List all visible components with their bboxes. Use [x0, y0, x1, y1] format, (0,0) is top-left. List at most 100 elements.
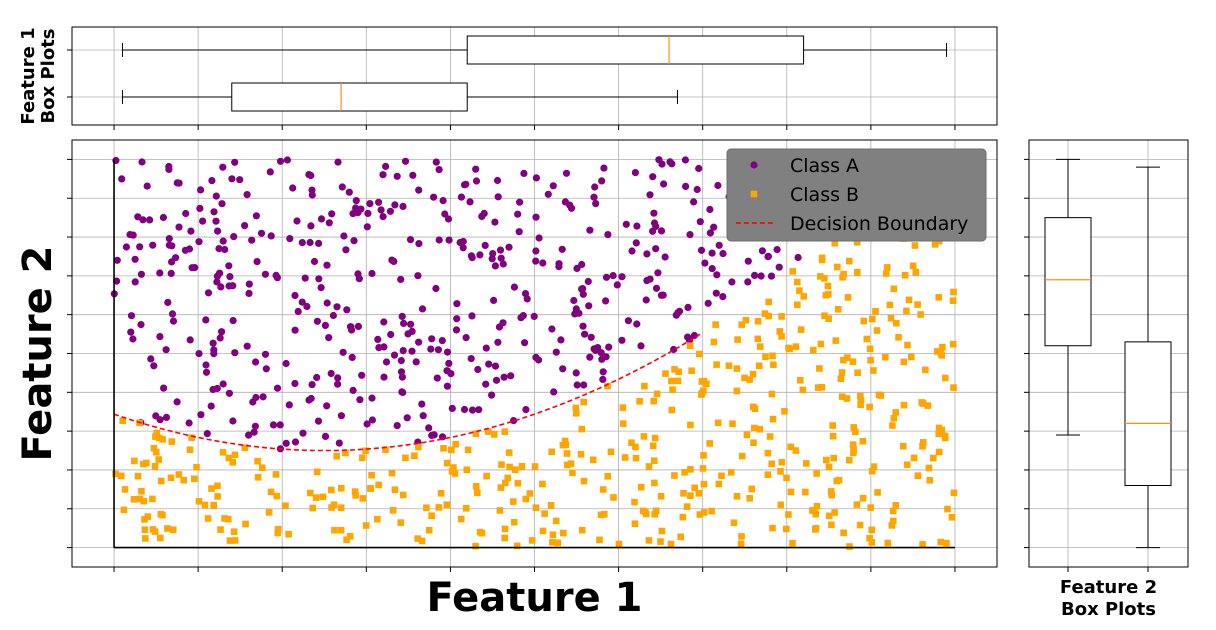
point-class-b [840, 356, 847, 364]
point-class-b [134, 472, 142, 480]
point-class-a [399, 347, 407, 355]
point-class-b [589, 456, 597, 464]
point-class-a [613, 281, 621, 289]
point-class-a [340, 232, 348, 240]
point-class-a [282, 359, 290, 368]
point-class-a [408, 347, 416, 355]
point-class-a [744, 257, 752, 265]
point-class-b [274, 525, 282, 533]
point-class-b [922, 366, 929, 374]
point-class-a [282, 439, 290, 447]
point-class-b [785, 511, 792, 518]
point-class-b [868, 539, 876, 546]
point-class-a [539, 259, 547, 267]
point-class-a [399, 202, 407, 210]
point-class-b [131, 457, 138, 465]
point-class-a [350, 237, 358, 245]
point-class-a [535, 234, 543, 242]
point-class-a [129, 335, 137, 343]
point-class-a [489, 250, 497, 258]
point-class-b [748, 485, 755, 493]
point-class-a [339, 348, 347, 356]
point-class-b [762, 353, 769, 361]
point-class-b [651, 457, 658, 464]
point-class-a [306, 238, 314, 247]
point-class-b [938, 426, 946, 434]
point-class-a [584, 277, 592, 286]
point-class-b [818, 254, 826, 262]
point-class-a [443, 382, 451, 390]
point-class-b [282, 502, 289, 509]
point-class-b [573, 410, 580, 417]
point-class-b [604, 382, 611, 390]
point-class-b [777, 501, 785, 509]
point-class-b [920, 439, 927, 446]
point-class-a [415, 186, 423, 194]
point-class-a [226, 273, 234, 281]
point-class-a [476, 251, 484, 259]
y-axis-label: Feature 2 [15, 245, 61, 461]
point-class-b [472, 430, 480, 437]
point-class-a [397, 275, 405, 283]
point-class-b [765, 312, 772, 320]
point-class-a [505, 243, 513, 251]
point-class-a [397, 368, 406, 376]
point-class-b [849, 441, 857, 448]
point-class-a [366, 200, 374, 208]
point-class-b [764, 471, 772, 478]
point-class-a [393, 172, 401, 180]
point-class-b [742, 316, 750, 324]
point-class-b [597, 511, 605, 519]
point-class-a [494, 338, 502, 346]
point-class-a [751, 271, 759, 279]
point-class-a [323, 402, 331, 410]
point-class-a [557, 336, 565, 344]
point-class-a [315, 239, 323, 247]
point-class-a [333, 303, 341, 311]
point-class-a [202, 368, 211, 376]
point-class-a [259, 393, 267, 401]
point-class-b [195, 498, 203, 505]
point-class-a [590, 345, 598, 353]
point-class-a [609, 272, 617, 280]
point-class-a [719, 250, 727, 258]
point-class-b [548, 448, 555, 456]
point-class-a [307, 394, 315, 403]
point-class-b [867, 356, 874, 364]
point-class-a [349, 386, 357, 394]
point-class-a [317, 215, 326, 223]
point-class-a [599, 368, 607, 376]
point-class-a [600, 164, 608, 172]
point-class-a [655, 156, 663, 164]
point-class-b [687, 466, 694, 473]
point-class-a [427, 345, 435, 353]
point-class-b [691, 484, 698, 492]
point-class-a [251, 422, 259, 430]
point-class-b [221, 515, 228, 522]
point-class-a [199, 217, 207, 225]
decision-boundary-line [113, 331, 704, 452]
point-class-b [696, 511, 704, 518]
point-class-b [157, 477, 165, 485]
point-class-b [159, 511, 166, 519]
point-class-b [901, 271, 909, 279]
point-class-b [802, 488, 809, 496]
point-class-b [505, 449, 513, 456]
point-class-a [225, 262, 233, 270]
label-line: Box Plots [38, 28, 59, 123]
point-class-a [210, 208, 218, 216]
point-class-a [435, 236, 443, 244]
point-class-a [646, 275, 654, 283]
point-class-a [131, 255, 139, 263]
point-class-b [440, 445, 447, 452]
point-class-a [459, 244, 467, 252]
point-class-b [531, 463, 539, 470]
point-class-b [909, 262, 917, 270]
point-class-a [393, 422, 401, 430]
point-class-a [499, 260, 507, 268]
point-class-b [837, 375, 845, 383]
point-class-b [803, 460, 810, 467]
point-class-b [908, 353, 915, 361]
point-class-b [645, 463, 653, 470]
point-class-a [276, 421, 284, 429]
